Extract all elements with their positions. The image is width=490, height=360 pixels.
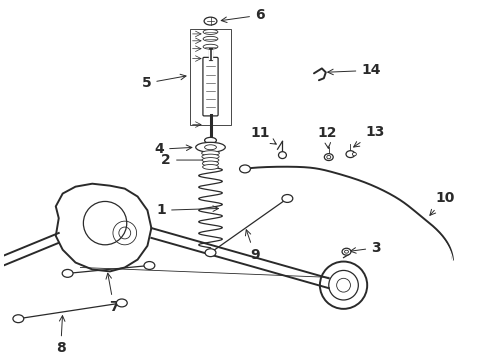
Text: 4: 4 — [154, 142, 192, 156]
Ellipse shape — [346, 151, 355, 158]
Ellipse shape — [203, 36, 218, 41]
Text: 1: 1 — [156, 203, 219, 217]
Ellipse shape — [327, 156, 331, 159]
Text: 5: 5 — [142, 74, 186, 90]
Ellipse shape — [196, 142, 225, 152]
FancyBboxPatch shape — [203, 57, 218, 116]
Text: 3: 3 — [350, 241, 381, 255]
Ellipse shape — [202, 161, 219, 166]
Text: 12: 12 — [317, 126, 337, 148]
Ellipse shape — [352, 152, 356, 156]
Ellipse shape — [205, 145, 217, 150]
Ellipse shape — [205, 138, 217, 143]
Ellipse shape — [117, 299, 127, 307]
Ellipse shape — [203, 44, 218, 49]
Ellipse shape — [203, 165, 219, 170]
Ellipse shape — [344, 250, 348, 253]
Ellipse shape — [278, 152, 286, 158]
Ellipse shape — [202, 158, 219, 162]
Text: 11: 11 — [250, 126, 276, 144]
Ellipse shape — [324, 154, 333, 161]
Ellipse shape — [282, 194, 293, 202]
Ellipse shape — [240, 165, 250, 173]
Text: 10: 10 — [430, 192, 455, 215]
Text: 9: 9 — [245, 230, 260, 262]
Ellipse shape — [202, 151, 220, 156]
Ellipse shape — [204, 17, 217, 25]
Ellipse shape — [144, 262, 155, 269]
Ellipse shape — [202, 154, 219, 159]
Text: 6: 6 — [221, 8, 265, 23]
Ellipse shape — [13, 315, 24, 323]
Text: 2: 2 — [161, 153, 216, 167]
Bar — [190, 29, 231, 125]
Text: 8: 8 — [56, 316, 66, 355]
Text: 14: 14 — [328, 63, 381, 77]
Ellipse shape — [62, 269, 73, 277]
Text: 7: 7 — [106, 273, 119, 314]
Ellipse shape — [205, 249, 216, 257]
Ellipse shape — [342, 248, 351, 255]
Ellipse shape — [203, 30, 218, 35]
Text: 13: 13 — [354, 125, 385, 147]
